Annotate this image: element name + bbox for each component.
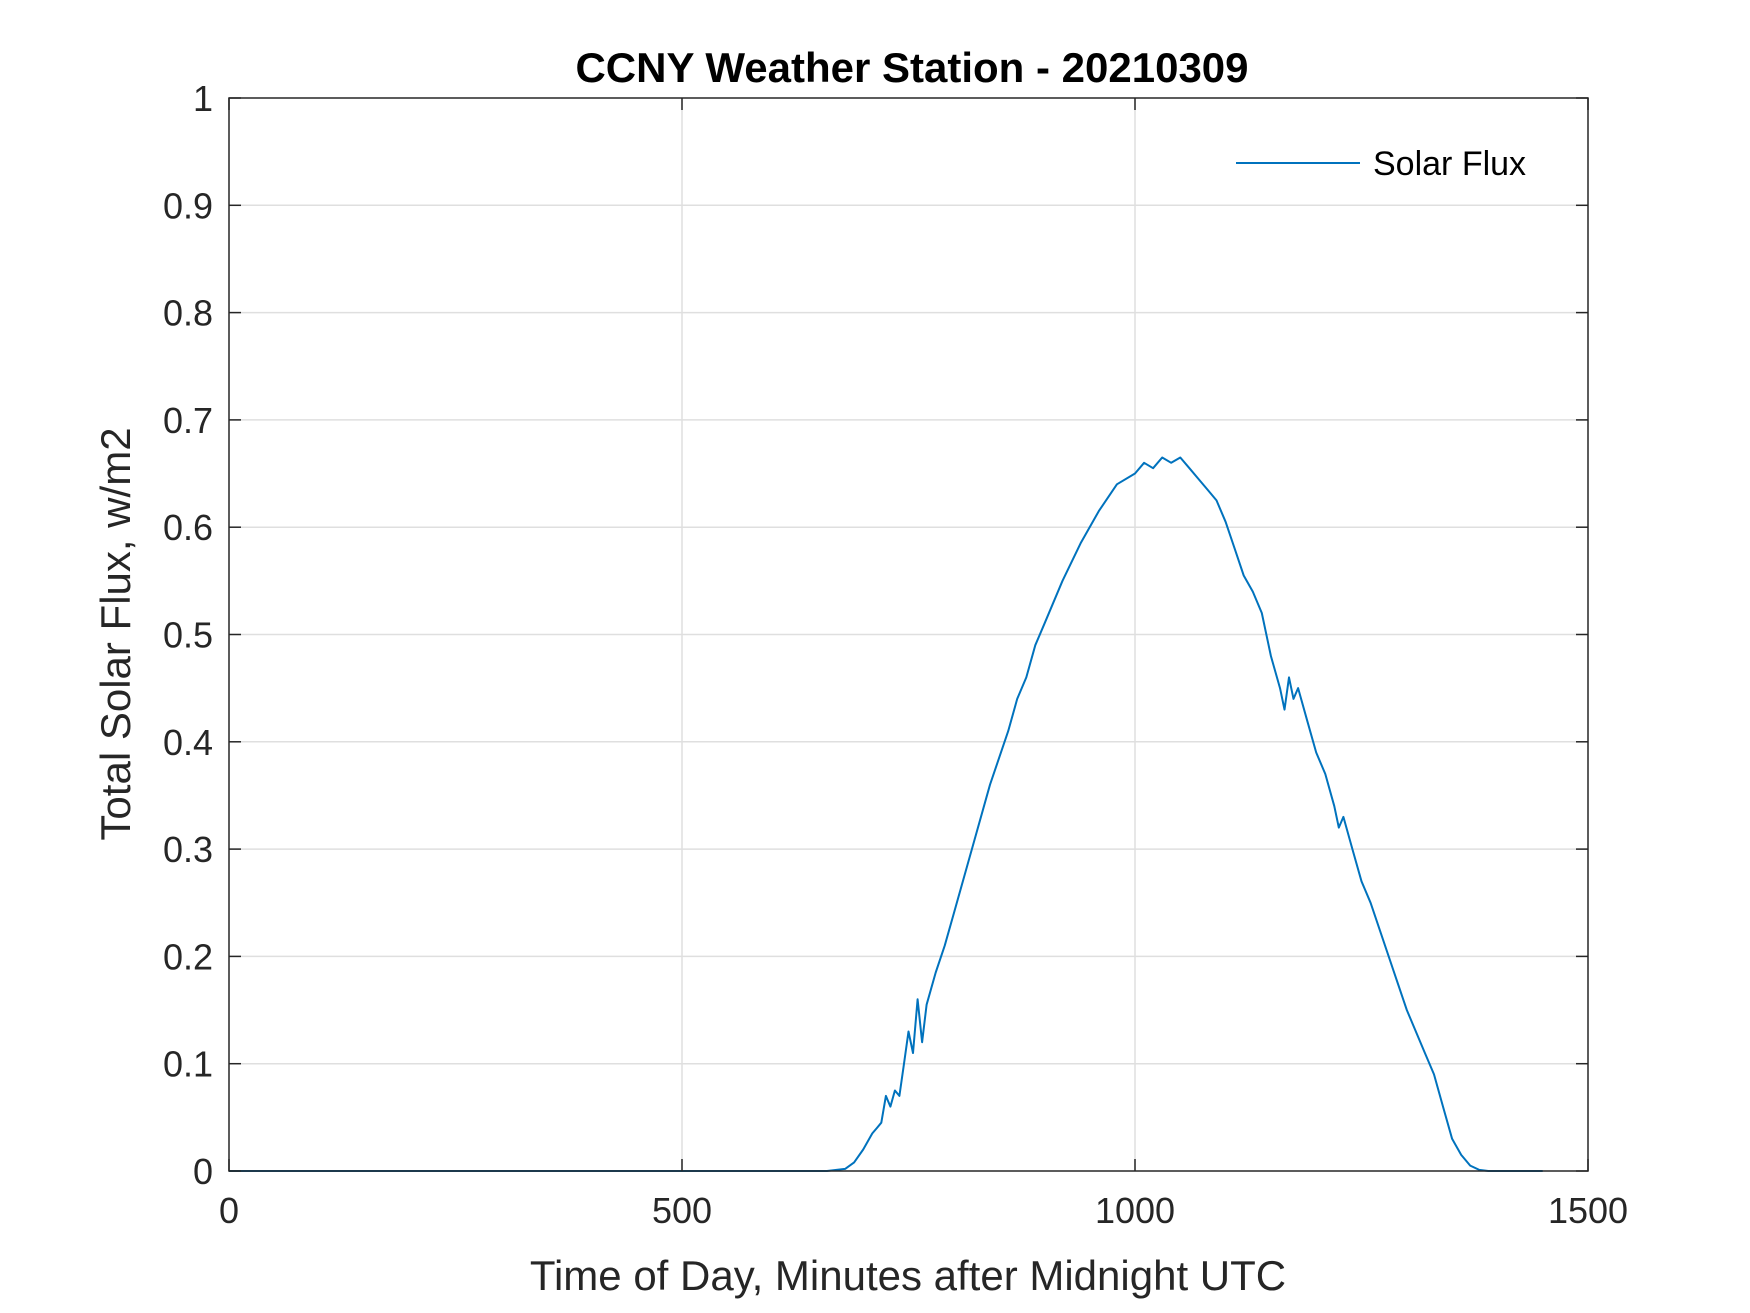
y-axis-label: Total Solar Flux, w/m2 [92,427,139,840]
x-tick-label: 1000 [1095,1190,1175,1231]
series-layer [229,456,1543,1172]
y-tick-label: 0 [193,1151,213,1192]
y-tick-label: 0.4 [163,722,213,763]
x-axis-label: Time of Day, Minutes after Midnight UTC [530,1252,1286,1299]
y-tick-label: 1 [193,78,213,119]
y-tick-label: 0.6 [163,507,213,548]
y-tick-label: 0.3 [163,829,213,870]
y-tick-label: 0.9 [163,185,213,226]
y-tick-label: 0.8 [163,293,213,334]
x-tick-label: 500 [652,1190,712,1231]
x-tick-label: 1500 [1548,1190,1628,1231]
y-tick-label: 0.7 [163,400,213,441]
legend-label-solar-flux: Solar Flux [1373,145,1526,183]
legend: Solar Flux [1236,145,1526,183]
y-tick-label: 0.5 [163,615,213,656]
series-line-solar-flux [229,456,1543,1172]
y-tick-label: 0.1 [163,1044,213,1085]
x-tick-labels: 0 500 1000 1500 [219,1190,1628,1231]
y-tick-labels: 0 0.1 0.2 0.3 0.4 0.5 0.6 0.7 0.8 0.9 1 [163,78,213,1192]
x-tick-label: 0 [219,1190,239,1231]
tick-marks [228,97,1589,1172]
y-tick-label: 0.2 [163,936,213,977]
chart-title: CCNY Weather Station - 20210309 [575,44,1248,91]
grid-lines [229,98,1588,1171]
